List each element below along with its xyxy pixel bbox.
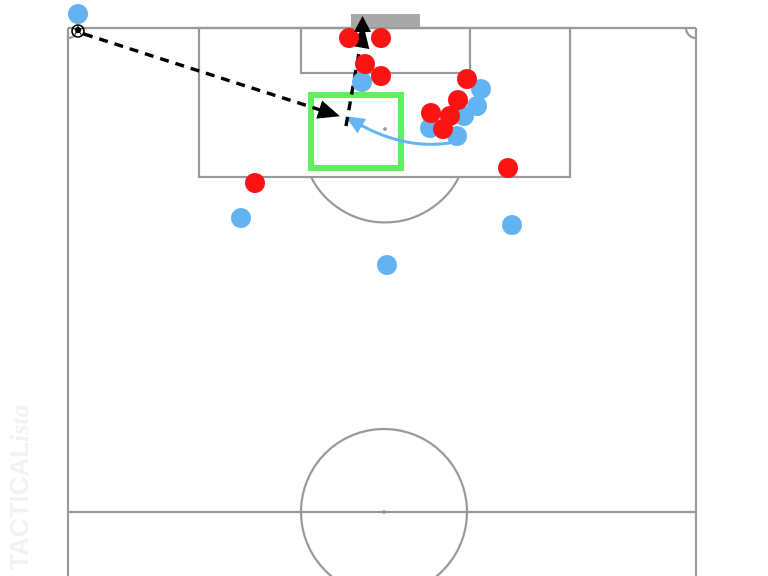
attacking-run-arrow[interactable]: [345, 116, 456, 146]
player-marker-red[interactable]: [245, 173, 265, 193]
player-marker-blue[interactable]: [377, 255, 397, 275]
shot-arrow-head-overlay: [354, 16, 371, 32]
center-spot: [382, 510, 386, 514]
corner-cross-arrow[interactable]: [83, 32, 340, 119]
player-marker-red[interactable]: [448, 90, 468, 110]
player-marker-red[interactable]: [433, 119, 453, 139]
player-marker-blue[interactable]: [352, 72, 372, 92]
watermark-bold-text: TACTICAL: [4, 441, 34, 570]
goal-mouth: [351, 14, 420, 27]
app-watermark: TACTICALista: [4, 404, 156, 570]
watermark-italic-text: ista: [5, 404, 34, 442]
player-marker-red[interactable]: [457, 69, 477, 89]
player-marker-red[interactable]: [498, 158, 518, 178]
pitch-markings: [66, 26, 698, 576]
player-marker-blue[interactable]: [454, 106, 474, 126]
player-marker-blue[interactable]: [68, 4, 88, 24]
penalty-area: [197, 26, 572, 179]
player-marker-blue[interactable]: [502, 215, 522, 235]
corner-arc-right: [684, 27, 697, 40]
player-marker-blue[interactable]: [471, 79, 491, 99]
center-circle: [299, 427, 469, 576]
players-layer: [68, 4, 522, 275]
player-marker-red[interactable]: [421, 103, 441, 123]
player-marker-red[interactable]: [371, 28, 391, 48]
corner-ball[interactable]: [71, 24, 85, 38]
player-marker-blue[interactable]: [231, 208, 251, 228]
penalty-spot: [383, 127, 387, 131]
player-marker-red[interactable]: [339, 28, 359, 48]
player-marker-red[interactable]: [371, 66, 391, 86]
player-marker-red[interactable]: [355, 54, 375, 74]
penalty-arc: [310, 176, 460, 224]
target-zone-highlight[interactable]: [308, 92, 404, 171]
